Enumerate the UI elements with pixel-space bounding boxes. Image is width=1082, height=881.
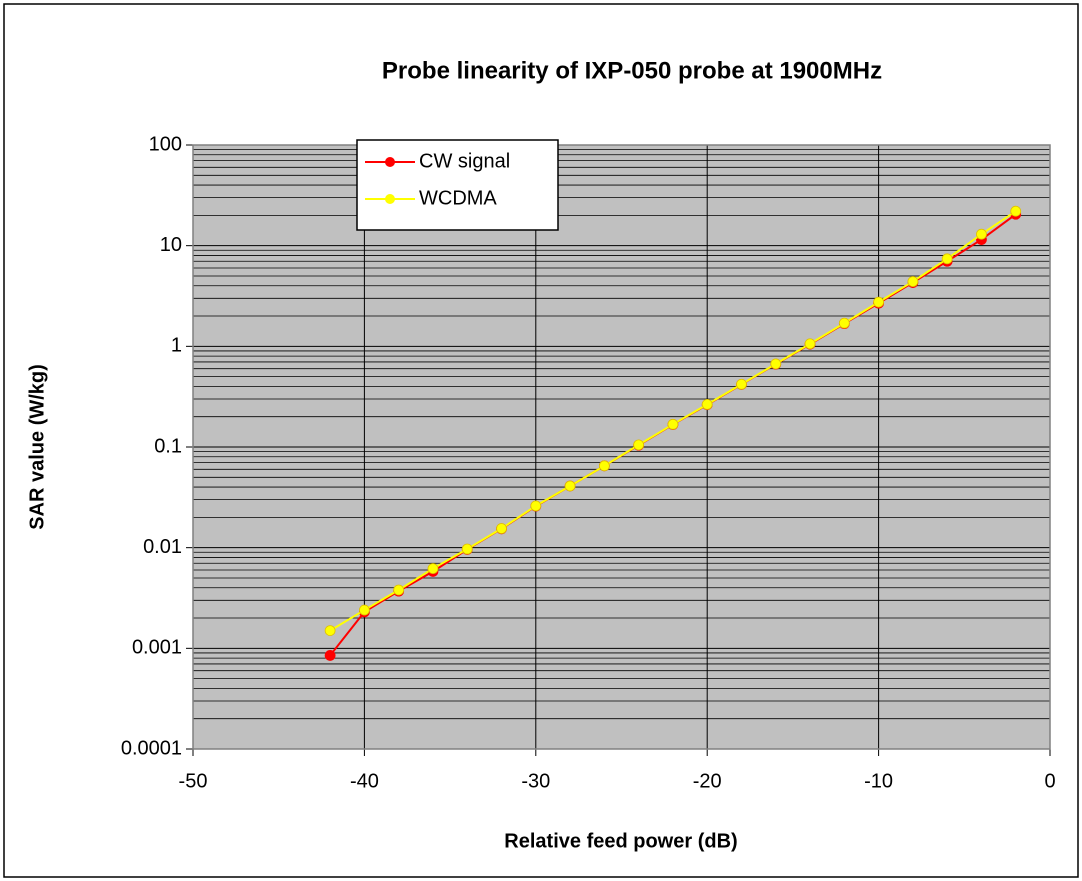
x-tick-label: -50 [179, 770, 208, 792]
legend: CW signal WCDMA [356, 139, 559, 231]
data-point [941, 253, 953, 265]
data-point [393, 584, 405, 596]
data-point [358, 604, 370, 616]
legend-marker [385, 157, 395, 167]
x-tick-label: -10 [864, 770, 893, 792]
plot-frame [192, 144, 1051, 750]
y-tick-label: 10 [160, 234, 182, 256]
data-point [324, 625, 336, 637]
data-point [701, 398, 713, 410]
data-point [770, 358, 782, 370]
x-tick-label: -20 [693, 770, 722, 792]
data-point [736, 378, 747, 390]
y-tick-label: 0.1 [154, 435, 182, 457]
chart-title: Probe linearity of IXP-050 probe at 1900… [382, 57, 882, 84]
data-point [633, 439, 645, 451]
y-tick-label: 1 [171, 335, 182, 357]
data-point [907, 276, 919, 287]
legend-box [356, 139, 559, 231]
y-tick-label: 0.001 [132, 637, 182, 659]
y-tick-label: 0.0001 [121, 737, 182, 759]
x-axis-label: Relative feed power (dB) [504, 830, 737, 852]
x-tick-label: 0 [1044, 770, 1055, 792]
data-point [1010, 205, 1022, 217]
data-point [838, 317, 850, 329]
data-point [873, 296, 884, 308]
y-tick-label: 100 [149, 133, 182, 155]
legend-marker [385, 194, 395, 204]
y-tick-label: 0.01 [143, 536, 182, 558]
data-point [667, 418, 679, 430]
data-point [461, 543, 473, 555]
data-point [564, 480, 576, 492]
data-point [598, 460, 610, 472]
data-point [427, 563, 439, 574]
data-point [496, 523, 507, 534]
x-tick-label: -40 [350, 770, 379, 792]
data-point [324, 650, 336, 661]
legend-label: CW signal [419, 150, 510, 172]
data-point [976, 228, 987, 240]
y-axis-label: SAR value (W/kg) [26, 364, 48, 530]
legend-label: WCDMA [419, 187, 497, 209]
data-point [804, 338, 816, 350]
x-tick-label: -30 [521, 770, 550, 792]
data-point [530, 500, 542, 512]
